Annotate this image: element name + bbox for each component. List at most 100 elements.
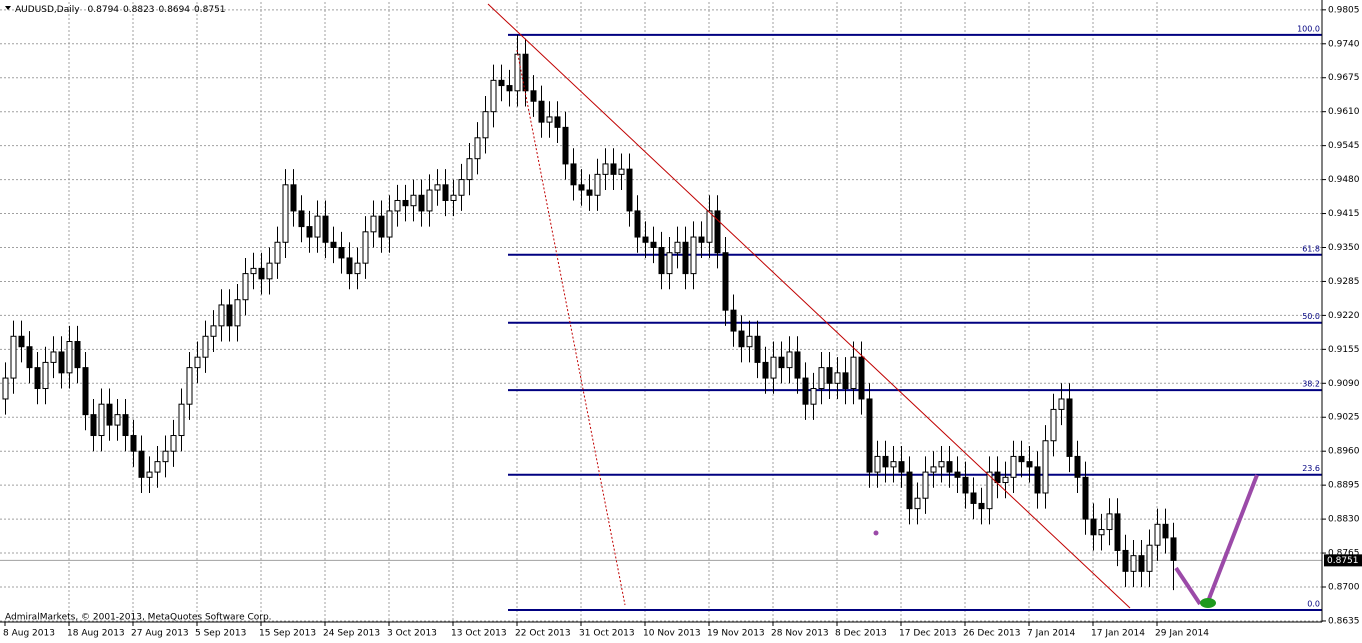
- x-tick-label: 3 Oct 2013: [387, 629, 437, 639]
- candle-body: [978, 502, 985, 510]
- candle-body: [418, 194, 425, 212]
- candle-body: [234, 299, 241, 327]
- candle-body: [2, 377, 9, 400]
- y-tick-label: 0.9285: [1328, 277, 1360, 287]
- x-tick-label: 10 Nov 2013: [643, 629, 701, 639]
- candle-body: [778, 356, 785, 369]
- candle-body: [738, 330, 745, 348]
- candle-body: [522, 53, 529, 92]
- y-tick-label: 0.9480: [1328, 175, 1360, 185]
- candle-body: [1010, 455, 1017, 478]
- x-tick-label: 8 Dec 2013: [835, 629, 887, 639]
- candle-body: [498, 79, 505, 87]
- candle-body: [90, 414, 97, 437]
- candle-body: [314, 215, 321, 238]
- candle-body: [402, 199, 409, 207]
- x-tick-label: 28 Nov 2013: [771, 629, 829, 639]
- candle-body: [874, 455, 881, 473]
- candle-body: [594, 173, 601, 196]
- candle-body: [170, 435, 177, 452]
- candle-body: [530, 90, 537, 102]
- y-tick-label: 0.9025: [1328, 413, 1360, 423]
- candle-body: [290, 184, 297, 212]
- candle-body: [1138, 555, 1145, 572]
- candle-body: [1122, 549, 1129, 572]
- y-tick-label: 0.9740: [1328, 39, 1360, 49]
- candle-body: [146, 471, 153, 478]
- candle-body: [178, 403, 185, 437]
- candle-body: [490, 79, 497, 113]
- candle-body: [66, 341, 73, 374]
- x-tick-label: 7 Jan 2014: [1027, 629, 1075, 639]
- candle-body: [1034, 466, 1041, 494]
- candle-body: [682, 241, 689, 275]
- candle-body: [266, 262, 273, 280]
- candle-body: [1066, 398, 1073, 457]
- x-tick-label: 15 Sep 2013: [259, 629, 316, 639]
- candle-body: [858, 356, 865, 400]
- current-price-box: [1324, 554, 1362, 567]
- projection-arrow: [1205, 474, 1259, 605]
- candle-body: [906, 471, 913, 510]
- candle-body: [1026, 461, 1033, 468]
- candle-body: [338, 246, 345, 259]
- candle-body: [946, 461, 953, 473]
- candle-body: [642, 236, 649, 243]
- candle-body: [882, 455, 889, 468]
- candle-body: [202, 335, 209, 358]
- y-tick-label: 0.8765: [1328, 549, 1360, 559]
- candle-body: [42, 361, 49, 390]
- candle-body: [298, 210, 305, 228]
- candle-body: [1106, 513, 1113, 531]
- ohlc-open: 0.8794: [88, 5, 120, 15]
- candle-body: [258, 267, 265, 280]
- y-tick-label: 0.9350: [1328, 243, 1360, 253]
- candle-body: [770, 356, 777, 379]
- y-tick-label: 0.8830: [1328, 515, 1360, 525]
- candle-body: [370, 215, 377, 233]
- candle-body: [98, 403, 105, 437]
- candle-body: [762, 361, 769, 379]
- x-tick-label: 29 Jan 2014: [1155, 629, 1209, 639]
- candle-body: [634, 210, 641, 238]
- candle-body: [698, 236, 705, 243]
- fib-label: 50.0: [1302, 312, 1320, 321]
- grid: [0, 2, 1322, 622]
- candle-body: [1130, 555, 1137, 572]
- candle-body: [546, 116, 553, 123]
- y-tick-label: 0.8700: [1328, 583, 1360, 593]
- candle-body: [554, 116, 561, 128]
- fib-label: 100.0: [1297, 24, 1320, 33]
- candle-body: [458, 179, 465, 196]
- candle-body: [218, 304, 225, 327]
- y-tick-label: 0.9805: [1328, 5, 1360, 15]
- candle-body: [1058, 398, 1065, 410]
- candle-body: [1114, 513, 1121, 551]
- candle-body: [50, 351, 57, 363]
- fib-label: 61.8: [1302, 244, 1320, 253]
- y-tick-label: 0.9675: [1328, 73, 1360, 83]
- candle-body: [210, 325, 217, 337]
- candle-body: [834, 372, 841, 384]
- plot: 100.0 61.8 50.0 38.2 23.6 0.0: [0, 24, 1322, 611]
- y-tick-label: 0.9220: [1328, 311, 1360, 321]
- x-tick-label: 27 Aug 2013: [131, 629, 189, 639]
- candle-body: [386, 210, 393, 238]
- x-tick-label: 18 Aug 2013: [67, 629, 125, 639]
- candle-body: [450, 194, 457, 201]
- candle-body: [914, 497, 921, 510]
- candle-body: [10, 335, 17, 379]
- candle-body: [866, 398, 873, 473]
- candle-body: [282, 184, 289, 243]
- fib-label: 0.0: [1307, 599, 1320, 608]
- y-tick-label: 0.8635: [1328, 616, 1360, 626]
- candle-body: [602, 163, 609, 175]
- candle-body: [690, 236, 697, 275]
- current-price-label: 0.8751: [1327, 556, 1359, 566]
- x-tick-label: 24 Sep 2013: [323, 629, 380, 639]
- candle-body: [1162, 523, 1169, 539]
- candle-body: [354, 262, 361, 275]
- x-tick-label: 5 Sep 2013: [195, 629, 246, 639]
- candle-body: [122, 414, 129, 437]
- candle-body: [818, 367, 825, 390]
